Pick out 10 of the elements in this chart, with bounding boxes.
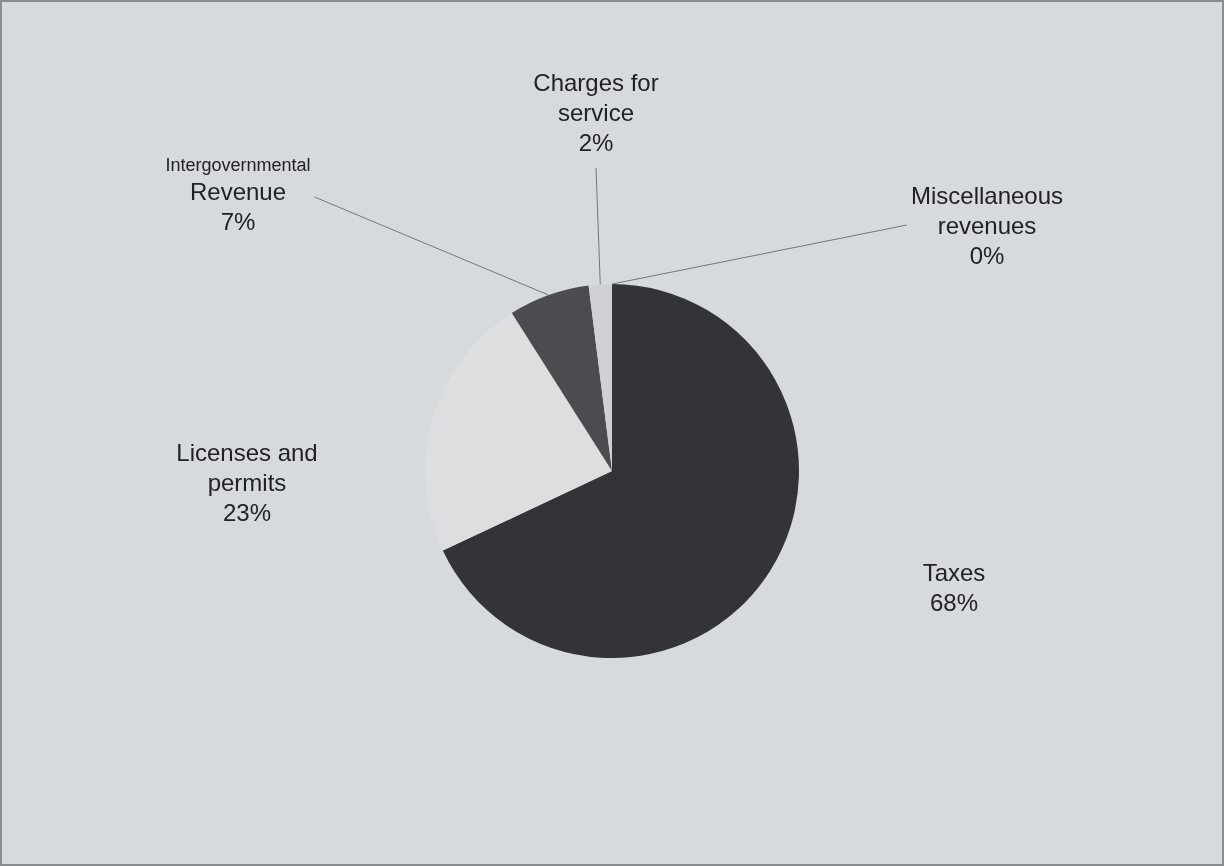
data-label: 68%	[929, 588, 979, 616]
text: 0%	[969, 241, 1005, 269]
data-label: 2%	[578, 128, 614, 156]
data-label: 23%	[222, 498, 272, 526]
slice-label: Intergovernmental Revenue	[165, 154, 311, 205]
slice-label: Licenses and permits	[176, 438, 318, 496]
category-label: Miscellaneous revenues	[910, 181, 1064, 239]
slice-label: Taxes	[922, 558, 986, 586]
slice-label: Charges for service	[533, 68, 659, 126]
data-label: 7%	[220, 207, 256, 235]
